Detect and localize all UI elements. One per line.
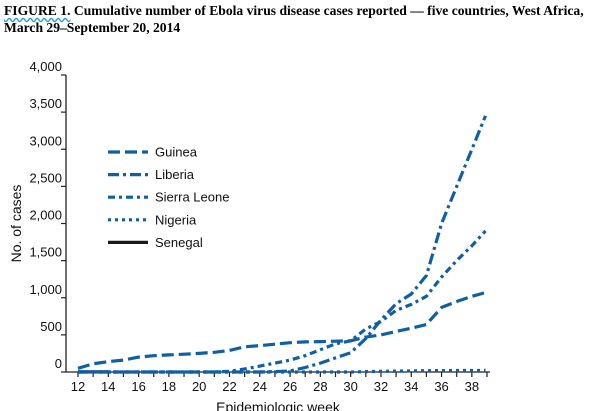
figure-title: Cumulative number of Ebola virus disease… [4,3,584,35]
chart-axes: 0 500 1,000 1,500 2,000 2,500 3,000 3,500 4,000 1… [29,59,490,394]
x-tick-label: 34 [404,379,418,394]
x-tick-label: 24 [253,379,267,394]
x-tick-label: 36 [434,379,448,394]
x-tick-label: 32 [374,379,388,394]
x-tick-label: 20 [192,379,206,394]
x-tick-label: 18 [162,379,176,394]
x-tick-label: 12 [71,379,85,394]
y-tick-label: 3,000 [29,133,62,148]
legend-label-sierra-leone: Sierra Leone [155,190,229,205]
y-tick-label: 500 [40,319,62,334]
x-tick-label: 22 [222,379,236,394]
y-tick-label: 2,500 [29,170,62,185]
x-tick-label: 14 [101,379,115,394]
x-tick-label: 26 [283,379,297,394]
figure-caption: FIGURE 1. Cumulative number of Ebola vir… [4,2,594,36]
chart-series [77,115,487,374]
y-tick-label: 0 [55,356,62,371]
legend-label-nigeria: Nigeria [155,212,197,227]
x-tick-label: 38 [465,379,479,394]
series-line-guinea [77,291,486,370]
legend-label-liberia: Liberia [155,167,195,182]
series-line-nigeria [78,368,486,374]
legend-label-senegal: Senegal [155,235,203,250]
y-tick-label: 3,500 [29,96,62,111]
y-tick-label: 1,000 [29,282,62,297]
x-axis-label: Epidemiologic week [216,399,341,411]
chart-legend: Guinea Liberia Sierra Leone Nigeria Senegal [108,145,229,250]
y-tick-label: 2,000 [29,208,62,223]
x-tick-label: 30 [343,379,357,394]
y-axis-label: No. of cases [8,185,24,263]
series-line-sierra-leone [78,229,487,374]
x-tick-label: 16 [131,379,145,394]
y-tick-label: 4,000 [29,59,62,74]
x-tick-label: 28 [313,379,327,394]
series-line-liberia [78,115,487,374]
legend-label-guinea: Guinea [155,145,198,160]
y-tick-label: 1,500 [29,245,62,260]
figure-label: FIGURE 1. [4,3,71,18]
